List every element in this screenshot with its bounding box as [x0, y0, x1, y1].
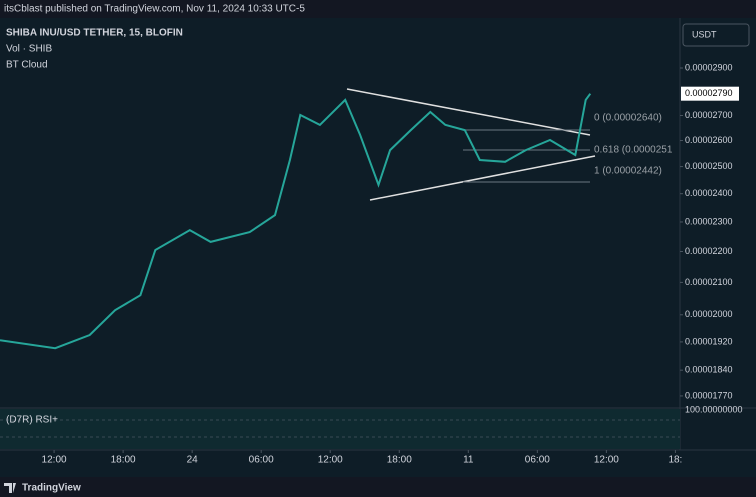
trendline	[346, 88, 591, 136]
y-tick-label: 0.00002000	[685, 309, 733, 319]
x-tick-label: 11	[463, 455, 474, 466]
rsi-label: (D7R) RSI+	[6, 415, 58, 426]
rsi-panel	[0, 409, 680, 449]
y-tick-label: 0.00002500	[685, 161, 733, 171]
header-bar	[0, 0, 756, 18]
y-tick-label: 0.00002400	[685, 188, 733, 198]
y-tick-label: 0.00002200	[685, 246, 733, 256]
fib-label: 0 (0.00002640)	[594, 113, 662, 124]
x-tick-label: 12:00	[42, 455, 67, 466]
x-tick-label: 24	[187, 455, 199, 466]
x-tick-label: 06:00	[525, 455, 550, 466]
x-tick-label: 18:	[668, 455, 682, 466]
y-tick-label: 0.00002300	[685, 216, 733, 226]
y-tick-label: 0.00002900	[685, 62, 733, 72]
y-tick-label: 0.00001920	[685, 336, 733, 346]
currency-label: USDT	[692, 29, 717, 39]
y-tick-label: 0.00001770	[685, 390, 733, 400]
currency-button[interactable]	[682, 23, 750, 47]
y-tick-label: 0.00001840	[685, 365, 733, 375]
y-tick-label: 0.00002700	[685, 110, 733, 120]
trendline	[369, 155, 596, 201]
logo	[4, 483, 16, 493]
chart-title: SHIBA INU/USD TETHER, 15, BLOFIN	[6, 28, 183, 39]
x-tick-label: 06:00	[249, 455, 274, 466]
footer: TradingView	[22, 483, 81, 494]
indicator-label: Vol · SHIB	[6, 44, 52, 55]
header: itsCblast published on TradingView.com, …	[4, 4, 305, 15]
x-tick-label: 18:00	[111, 455, 136, 466]
current-price-box	[681, 86, 739, 101]
x-tick-label: 12:00	[594, 455, 619, 466]
current-price-label: 0.00002790	[685, 88, 733, 98]
price-line	[0, 93, 592, 350]
fib-label: 1 (0.00002442)	[594, 166, 662, 177]
indicator-label: BT Cloud	[6, 60, 48, 71]
rsi-axis-label: 100.00000000	[685, 404, 743, 414]
y-tick-label: 0.00002600	[685, 135, 733, 145]
y-tick-label: 0.00002100	[685, 277, 733, 287]
x-tick-label: 12:00	[318, 455, 343, 466]
x-tick-label: 18:00	[387, 455, 412, 466]
footer-bar	[0, 477, 756, 497]
fib-label: 0.618 (0.0000251	[594, 145, 673, 156]
